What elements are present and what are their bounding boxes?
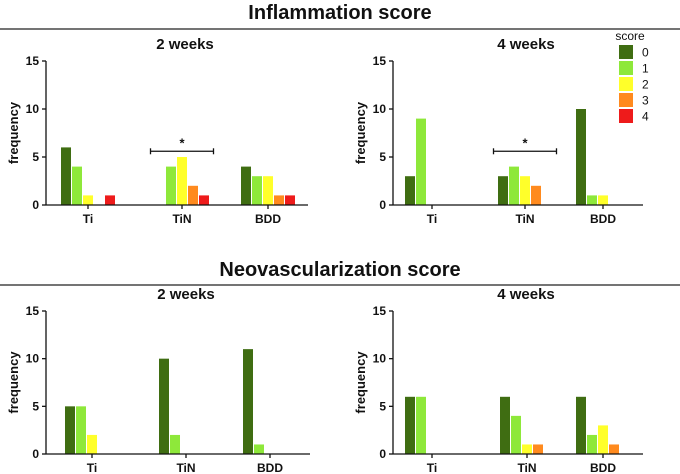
y-tick-label: 10 <box>26 102 40 116</box>
x-tick-label-bdd: BDD <box>255 212 281 226</box>
legend-label-1: 1 <box>642 62 649 76</box>
panel-title: 2 weeks <box>157 286 215 303</box>
bar-bdd-score-3 <box>609 444 619 454</box>
bar-ti-score-0 <box>405 176 415 205</box>
legend-swatch-1 <box>619 61 633 75</box>
bar-tin-score-3 <box>533 444 543 454</box>
bar-tin-score-1 <box>170 434 180 454</box>
bar-ti-score-1 <box>76 406 86 454</box>
bar-ti-score-0 <box>61 147 71 205</box>
chart-panel-3: 4 weeks frequency 0 5 10 15 Ti TiN BDD <box>353 286 643 474</box>
y-tick-label: 15 <box>26 54 40 68</box>
y-tick-label: 5 <box>32 399 39 413</box>
bar-tin-score-0 <box>500 396 510 454</box>
panel-title: 4 weeks <box>497 286 555 303</box>
chart-panel-2: 2 weeks frequency 0 5 10 15 Ti TiN BDD <box>6 286 310 474</box>
bar-ti-score-2 <box>83 195 93 205</box>
legend-label-0: 0 <box>642 46 649 60</box>
bar-bdd-score-0 <box>241 166 251 205</box>
y-tick-label: 0 <box>32 447 39 461</box>
legend-swatch-2 <box>619 77 633 91</box>
y-tick-label: 10 <box>26 352 40 366</box>
y-tick-label: 15 <box>373 304 387 318</box>
bar-ti-score-1 <box>416 118 426 205</box>
legend-swatch-0 <box>619 45 633 59</box>
x-tick-label-ti: Ti <box>427 212 437 226</box>
bar-ti-score-1 <box>416 396 426 454</box>
bar-bdd-score-1 <box>252 176 262 205</box>
bar-tin-score-2 <box>177 157 187 205</box>
y-tick-label: 10 <box>373 352 387 366</box>
bar-bdd-score-1 <box>254 444 264 454</box>
y-tick-label: 0 <box>32 198 39 212</box>
x-tick-label-bdd: BDD <box>590 461 616 474</box>
section-title-neovascularization: Neovascularization score <box>219 259 460 281</box>
x-tick-label-bdd: BDD <box>590 212 616 226</box>
bar-bdd-score-2 <box>263 176 273 205</box>
y-tick-label: 10 <box>373 102 387 116</box>
chart-panel-1: 4 weeks frequency 0 5 10 15 Ti TiN BDD * <box>353 36 643 226</box>
bar-ti-score-0 <box>65 406 75 454</box>
x-tick-label-tin: TiN <box>172 212 191 226</box>
bar-tin-score-3 <box>531 185 541 205</box>
bar-tin-score-2 <box>520 176 530 205</box>
bar-tin-score-0 <box>159 358 169 454</box>
y-tick-label: 0 <box>379 447 386 461</box>
x-tick-label-ti: Ti <box>427 461 437 474</box>
panel-title: 4 weeks <box>497 36 555 53</box>
legend-swatch-4 <box>619 109 633 123</box>
bar-tin-score-0 <box>498 176 508 205</box>
bar-bdd-score-0 <box>243 349 253 454</box>
bar-ti-score-2 <box>87 434 97 454</box>
y-tick-label: 5 <box>379 399 386 413</box>
legend-label-4: 4 <box>642 110 649 124</box>
x-tick-label-ti: Ti <box>87 461 97 474</box>
bar-tin-score-4 <box>199 195 209 205</box>
y-tick-label: 5 <box>379 150 386 164</box>
bar-tin-score-1 <box>509 166 519 205</box>
legend-label-2: 2 <box>642 78 649 92</box>
chart-panel-0: 2 weeks frequency 0 5 10 15 Ti TiN BDD * <box>6 36 308 226</box>
x-tick-label-tin: TiN <box>515 212 534 226</box>
bar-bdd-score-0 <box>576 396 586 454</box>
legend-swatch-3 <box>619 93 633 107</box>
bar-bdd-score-0 <box>576 109 586 205</box>
significance-star: * <box>179 135 185 150</box>
x-tick-label-tin: TiN <box>176 461 195 474</box>
x-tick-label-ti: Ti <box>83 212 93 226</box>
y-tick-label: 15 <box>373 54 387 68</box>
y-axis-label: frequency <box>6 351 21 414</box>
bar-ti-score-1 <box>72 166 82 205</box>
y-tick-label: 5 <box>32 150 39 164</box>
significance-star: * <box>522 135 528 150</box>
panel-title: 2 weeks <box>156 36 214 53</box>
bar-bdd-score-1 <box>587 195 597 205</box>
bar-bdd-score-4 <box>285 195 295 205</box>
bar-ti-score-4 <box>105 195 115 205</box>
legend: score 0 1 2 3 4 <box>615 29 649 124</box>
bar-tin-score-1 <box>511 415 521 454</box>
bar-bdd-score-2 <box>598 425 608 454</box>
y-axis-label: frequency <box>353 101 368 164</box>
x-tick-label-bdd: BDD <box>257 461 283 474</box>
y-axis-label: frequency <box>6 101 21 164</box>
y-axis-label: frequency <box>353 351 368 414</box>
charts-layer: 2 weeks frequency 0 5 10 15 Ti TiN BDD * 4 weeks fr… <box>6 36 643 474</box>
bar-bdd-score-1 <box>587 434 597 454</box>
bar-tin-score-1 <box>166 166 176 205</box>
bar-ti-score-0 <box>405 396 415 454</box>
y-tick-label: 0 <box>379 198 386 212</box>
section-title-inflammation: Inflammation score <box>248 2 431 24</box>
bar-bdd-score-2 <box>598 195 608 205</box>
legend-title: score <box>615 29 645 43</box>
bar-bdd-score-3 <box>274 195 284 205</box>
bar-tin-score-3 <box>188 185 198 205</box>
legend-label-3: 3 <box>642 94 649 108</box>
y-tick-label: 15 <box>26 304 40 318</box>
bar-tin-score-2 <box>522 444 532 454</box>
x-tick-label-tin: TiN <box>517 461 536 474</box>
